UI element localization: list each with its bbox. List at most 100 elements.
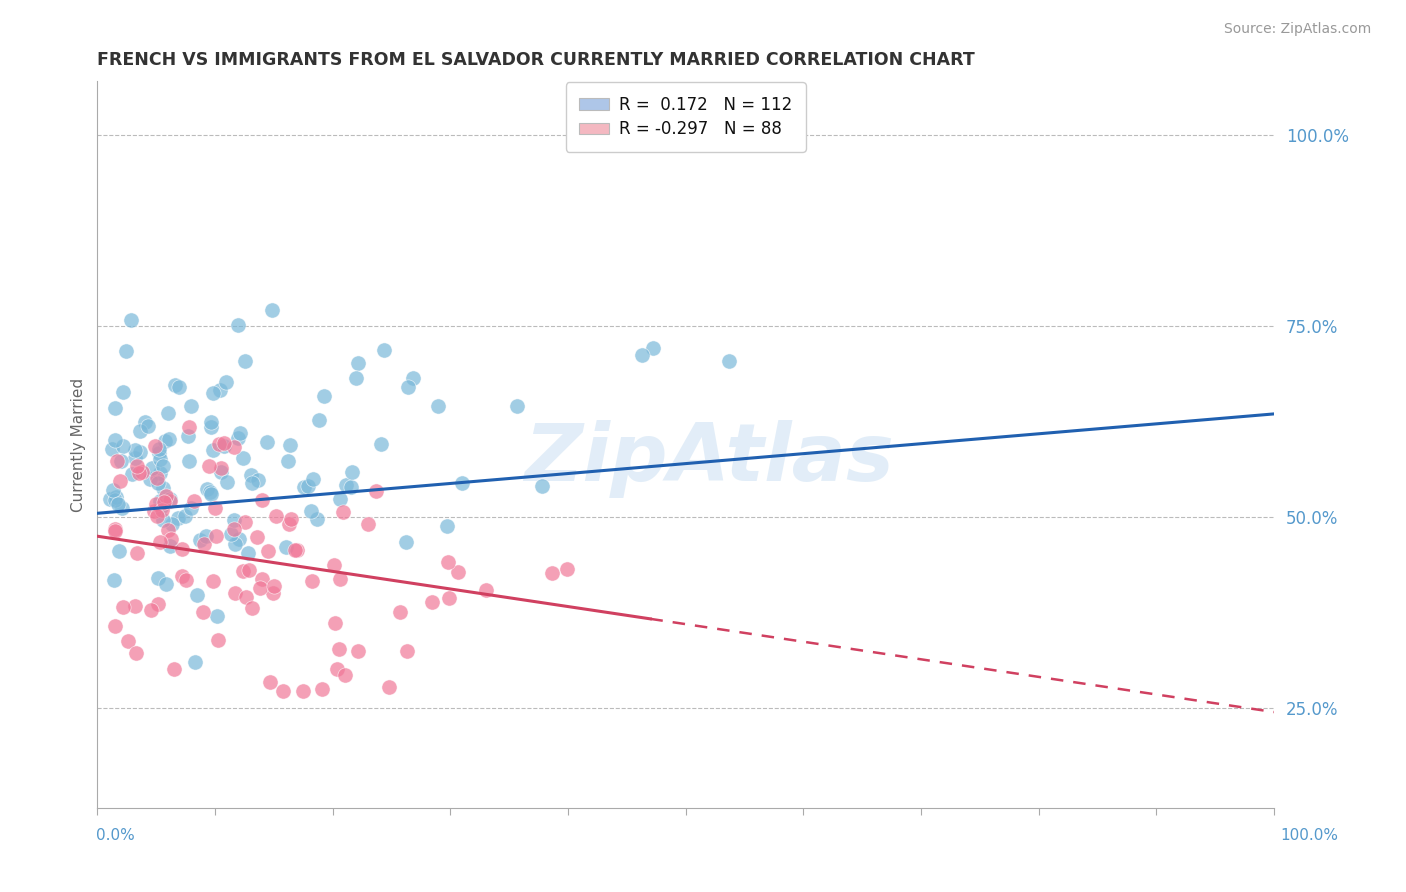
Point bbox=[169, 380, 191, 394]
Point bbox=[366, 484, 388, 499]
Point bbox=[278, 516, 301, 531]
Point bbox=[292, 480, 315, 494]
Point bbox=[159, 494, 181, 508]
Point bbox=[335, 478, 357, 492]
Point bbox=[180, 501, 202, 516]
Point bbox=[103, 574, 125, 588]
Point bbox=[200, 420, 222, 434]
Point bbox=[299, 504, 322, 518]
Point bbox=[232, 564, 254, 578]
Point bbox=[145, 496, 167, 510]
Point bbox=[194, 529, 217, 543]
Point bbox=[148, 442, 170, 456]
Point bbox=[159, 539, 181, 553]
Point bbox=[222, 513, 245, 527]
Point bbox=[115, 343, 138, 358]
Point bbox=[214, 439, 236, 453]
Point bbox=[238, 563, 260, 577]
Point bbox=[157, 432, 180, 446]
Point bbox=[155, 576, 177, 591]
Point bbox=[111, 599, 134, 614]
Point bbox=[451, 475, 474, 490]
Point bbox=[152, 513, 174, 527]
Point bbox=[263, 579, 285, 593]
Point bbox=[447, 565, 470, 579]
Point bbox=[474, 583, 496, 598]
Point bbox=[208, 383, 231, 397]
Point bbox=[156, 406, 179, 420]
Point bbox=[146, 597, 169, 611]
Point bbox=[718, 353, 741, 368]
Point bbox=[124, 443, 146, 458]
Point bbox=[437, 555, 460, 569]
Point bbox=[643, 341, 665, 355]
Point bbox=[202, 442, 225, 457]
Point bbox=[280, 511, 302, 525]
Point bbox=[328, 642, 350, 657]
Point bbox=[180, 399, 202, 413]
Point bbox=[340, 465, 363, 479]
Point bbox=[264, 508, 287, 523]
Point bbox=[250, 573, 273, 587]
Point bbox=[222, 522, 245, 536]
Point bbox=[228, 533, 250, 547]
Point bbox=[195, 482, 218, 496]
Point bbox=[120, 312, 142, 326]
Point bbox=[186, 588, 208, 602]
Legend: R =  0.172   N = 112, R = -0.297   N = 88: R = 0.172 N = 112, R = -0.297 N = 88 bbox=[565, 82, 806, 152]
Point bbox=[436, 519, 458, 533]
Point bbox=[323, 616, 346, 631]
Point bbox=[437, 591, 460, 605]
Point bbox=[160, 517, 183, 532]
Point bbox=[332, 506, 354, 520]
Text: Source: ZipAtlas.com: Source: ZipAtlas.com bbox=[1223, 22, 1371, 37]
Point bbox=[347, 644, 370, 658]
Point bbox=[370, 436, 392, 450]
Point bbox=[344, 371, 367, 385]
Point bbox=[287, 543, 309, 558]
Point bbox=[212, 435, 235, 450]
Point bbox=[209, 465, 232, 479]
Point bbox=[139, 603, 162, 617]
Point bbox=[506, 399, 529, 413]
Point bbox=[148, 446, 170, 460]
Point bbox=[198, 458, 221, 473]
Point bbox=[301, 574, 323, 589]
Point bbox=[215, 475, 238, 489]
Point bbox=[200, 415, 222, 429]
Point bbox=[125, 546, 148, 560]
Point bbox=[139, 472, 162, 486]
Point bbox=[188, 533, 211, 547]
Point bbox=[297, 478, 319, 492]
Point bbox=[246, 530, 269, 544]
Point bbox=[200, 485, 222, 500]
Point bbox=[249, 581, 271, 595]
Point bbox=[172, 542, 194, 557]
Point bbox=[165, 377, 187, 392]
Point bbox=[111, 440, 134, 454]
Point bbox=[104, 401, 127, 416]
Point bbox=[101, 442, 124, 456]
Point bbox=[207, 633, 229, 648]
Point bbox=[240, 475, 263, 490]
Point bbox=[149, 534, 172, 549]
Point bbox=[104, 493, 127, 508]
Point bbox=[131, 465, 153, 479]
Point bbox=[134, 415, 156, 429]
Point bbox=[235, 590, 257, 604]
Point bbox=[166, 511, 188, 525]
Point bbox=[232, 450, 254, 465]
Point bbox=[262, 585, 284, 599]
Point bbox=[200, 486, 222, 500]
Point bbox=[226, 318, 249, 332]
Point bbox=[420, 595, 443, 609]
Point bbox=[156, 523, 179, 537]
Point bbox=[278, 438, 301, 452]
Point bbox=[152, 495, 174, 509]
Point bbox=[284, 543, 307, 558]
Point bbox=[125, 646, 148, 660]
Point bbox=[107, 496, 129, 510]
Point bbox=[179, 454, 201, 468]
Point bbox=[111, 385, 134, 400]
Point bbox=[205, 609, 228, 624]
